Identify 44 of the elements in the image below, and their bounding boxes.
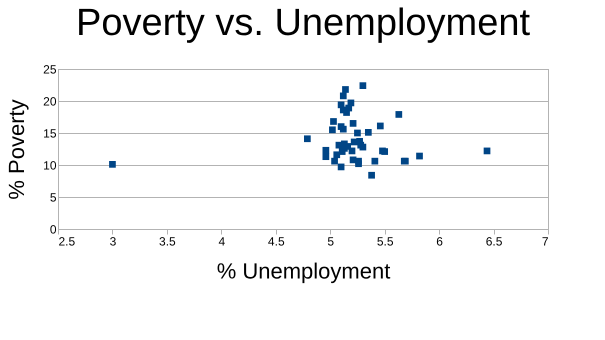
point [350, 120, 356, 127]
point [354, 130, 361, 136]
point [340, 126, 347, 133]
y-tick-label: 20 [43, 94, 57, 108]
point [355, 160, 362, 168]
x-tick-label: 7 [542, 234, 549, 248]
point [376, 122, 384, 130]
point [109, 161, 116, 168]
point [364, 129, 372, 136]
point [360, 144, 366, 150]
y-tick-label: 5 [50, 190, 57, 204]
point [372, 158, 378, 165]
point [348, 148, 356, 154]
y-tick-label: 15 [43, 126, 57, 140]
x-tick-label: 2.5 [58, 234, 76, 248]
chart-title: Poverty vs. Unemployment [76, 2, 530, 44]
point [348, 100, 354, 106]
point [360, 82, 366, 89]
x-tick-label: 5 [327, 234, 334, 248]
point [484, 148, 490, 154]
y-tick-label: 25 [43, 62, 57, 76]
x-tick-label: 4 [218, 234, 226, 248]
point [330, 118, 337, 125]
x-axis-title: % Unemployment [216, 258, 390, 284]
point [304, 135, 311, 142]
point [322, 146, 330, 154]
point [322, 153, 330, 160]
x-tick-label: 6 [436, 234, 444, 248]
point [329, 126, 336, 134]
point [416, 152, 423, 160]
x-tick-label: 5.5 [376, 234, 394, 248]
point [342, 86, 349, 93]
x-tick-label: 3 [110, 234, 117, 248]
point [368, 172, 375, 179]
x-tick-label: 4.5 [268, 234, 285, 248]
y-tick-label: 10 [43, 158, 57, 172]
x-tick-label: 6.5 [486, 234, 503, 248]
point [395, 111, 402, 118]
y-tick-label: 0 [50, 222, 57, 236]
point [331, 158, 338, 165]
point [381, 148, 388, 155]
point [338, 164, 344, 170]
x-tick-label: 3.5 [159, 234, 176, 248]
y-axis-title: % Poverty [4, 99, 30, 200]
